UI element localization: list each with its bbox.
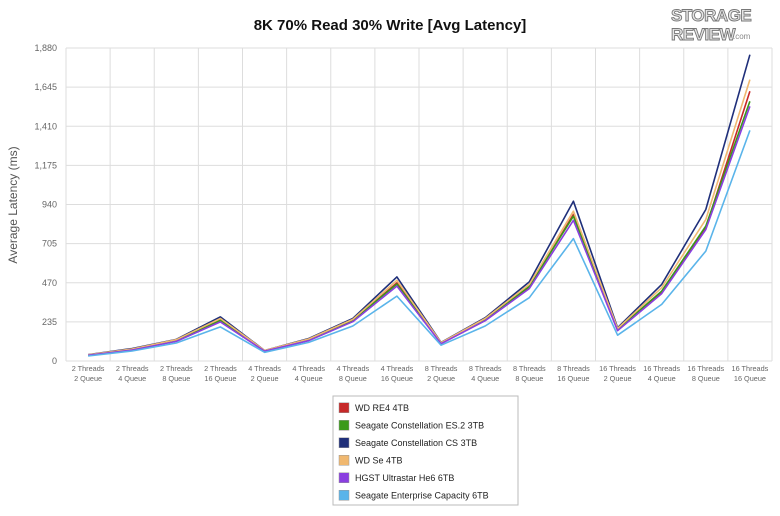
x-tick-label: 16 Queue (381, 374, 413, 383)
x-tick-label: 8 Threads (469, 364, 502, 373)
x-tick-label: 16 Queue (734, 374, 766, 383)
legend-swatch (338, 402, 350, 413)
series-line-3 (87, 79, 751, 356)
legend: WD RE4 4TB Seagate Constellation ES.2 3TB… (332, 395, 519, 506)
x-tick-label: 2 Threads (116, 364, 149, 373)
logo-line-1: STORAGE (671, 6, 751, 25)
x-tick-label: 4 Queue (118, 374, 146, 383)
legend-label: WD Se 4TB (355, 455, 403, 465)
x-tick-label: 16 Threads (687, 364, 724, 373)
x-tick-label: 4 Queue (295, 374, 323, 383)
series-line-5 (88, 130, 751, 357)
legend-label: Seagate Enterprise Capacity 6TB (355, 490, 489, 500)
storagereview-logo: STORAGE REVIEW .com (671, 6, 753, 45)
series-line-4 (88, 106, 751, 357)
x-tick-label: 4 Threads (336, 364, 369, 373)
y-tick-label: 1,410 (34, 121, 57, 131)
logo-line-2: REVIEW (671, 25, 737, 44)
x-tick-label: 4 Threads (381, 364, 414, 373)
x-tick-label: 4 Threads (292, 364, 325, 373)
data-series (87, 54, 751, 357)
x-tick-label: 4 Queue (648, 374, 676, 383)
x-tick-label: 4 Threads (248, 364, 281, 373)
x-tick-label: 16 Queue (557, 374, 589, 383)
y-axis-ticks: 0 235 470 705 940 1,175 1,410 1,645 1,880 (34, 43, 57, 366)
x-tick-label: 8 Queue (692, 374, 720, 383)
legend-swatch (338, 490, 350, 501)
x-tick-label: 16 Threads (732, 364, 769, 373)
y-tick-label: 940 (42, 200, 57, 210)
legend-swatch (338, 472, 350, 483)
x-tick-label: 2 Threads (72, 364, 105, 373)
x-tick-label: 16 Queue (204, 374, 236, 383)
x-tick-label: 2 Threads (204, 364, 237, 373)
x-tick-label: 2 Threads (160, 364, 193, 373)
legend-label: HGST Ultrastar He6 6TB (355, 473, 454, 483)
x-tick-label: 8 Threads (513, 364, 546, 373)
x-tick-label: 8 Queue (162, 374, 190, 383)
legend-swatch (338, 420, 350, 431)
y-tick-label: 705 (42, 239, 57, 249)
x-tick-label: 2 Queue (427, 374, 455, 383)
logo-suffix: .com (733, 32, 751, 41)
y-tick-label: 0 (52, 356, 57, 366)
legend-label: Seagate Constellation CS 3TB (355, 438, 477, 448)
series-line-2 (87, 54, 751, 356)
legend-swatch (338, 455, 350, 466)
x-tick-label: 2 Queue (251, 374, 279, 383)
chart-title: 8K 70% Read 30% Write [Avg Latency] (254, 17, 527, 34)
x-tick-label: 8 Threads (425, 364, 458, 373)
x-tick-label: 4 Queue (471, 374, 499, 383)
y-tick-label: 1,645 (34, 82, 57, 92)
x-tick-label: 8 Threads (557, 364, 590, 373)
x-tick-label: 8 Queue (515, 374, 543, 383)
y-tick-label: 1,880 (34, 43, 57, 53)
legend-label: WD RE4 4TB (355, 403, 409, 413)
legend-label: Seagate Constellation ES.2 3TB (355, 420, 484, 430)
series-line-1 (87, 101, 751, 356)
x-tick-label: 8 Queue (339, 374, 367, 383)
y-tick-label: 1,175 (34, 160, 57, 170)
x-tick-label: 2 Queue (74, 374, 102, 383)
y-axis-label: Average Latency (ms) (6, 146, 20, 263)
legend-swatch (338, 437, 350, 448)
x-tick-label: 2 Queue (604, 374, 632, 383)
x-tick-label: 16 Threads (599, 364, 636, 373)
y-tick-label: 235 (42, 317, 57, 327)
y-tick-label: 470 (42, 278, 57, 288)
legend-box (332, 395, 519, 506)
x-tick-label: 16 Threads (643, 364, 680, 373)
